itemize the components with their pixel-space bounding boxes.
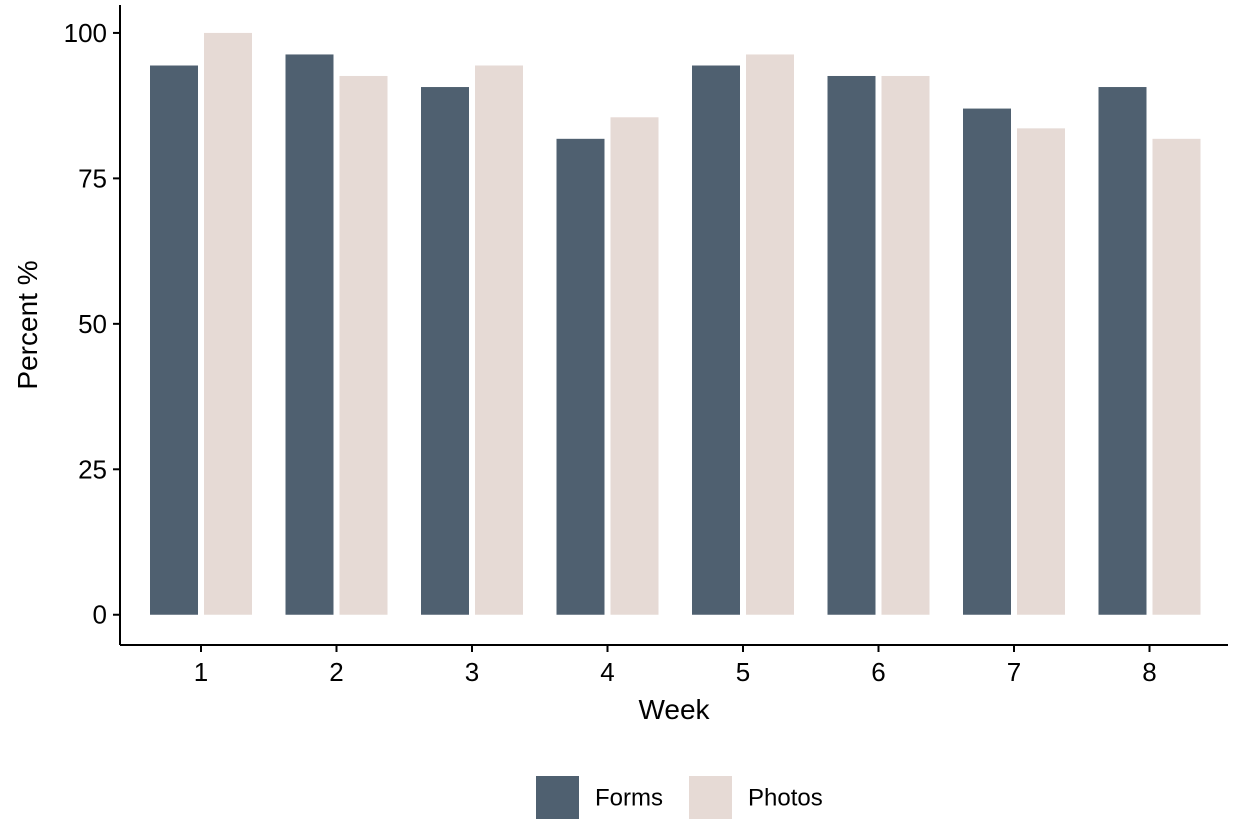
x-tick-label-4: 4 xyxy=(600,657,614,687)
x-tick-label-7: 7 xyxy=(1007,657,1021,687)
bar-photos-week-5 xyxy=(746,54,794,615)
y-tick-label-25: 25 xyxy=(78,454,107,484)
legend: Forms Photos xyxy=(536,776,823,819)
bar-photos-week-7 xyxy=(1017,128,1065,615)
x-axis-ticks: 1 2 3 4 5 6 7 8 xyxy=(194,645,1157,687)
bar-forms-week-7 xyxy=(963,108,1011,615)
y-tick-label-50: 50 xyxy=(78,309,107,339)
y-axis-ticks: 0 25 50 75 100 xyxy=(64,18,120,630)
bar-forms-week-2 xyxy=(285,54,334,615)
bar-forms-week-8 xyxy=(1098,87,1147,615)
bar-forms-week-1 xyxy=(150,65,198,615)
legend-label-photos: Photos xyxy=(748,785,823,812)
y-tick-label-100: 100 xyxy=(64,18,107,48)
legend-key-photos xyxy=(689,776,732,819)
bar-photos-week-3 xyxy=(475,65,523,615)
bar-forms-week-4 xyxy=(556,138,605,615)
bar-photos-week-6 xyxy=(881,75,930,615)
bar-photos-week-1 xyxy=(204,32,252,615)
y-axis-title: Percent % xyxy=(12,260,43,389)
x-tick-label-2: 2 xyxy=(329,657,343,687)
bars-layer xyxy=(150,32,1201,615)
bar-photos-week-2 xyxy=(339,75,388,615)
y-tick-label-75: 75 xyxy=(78,163,107,193)
bar-photos-week-4 xyxy=(610,117,659,615)
x-tick-label-1: 1 xyxy=(194,657,208,687)
bar-forms-week-5 xyxy=(692,65,740,615)
y-tick-label-0: 0 xyxy=(93,600,107,630)
bar-photos-week-8 xyxy=(1152,138,1201,615)
x-tick-label-3: 3 xyxy=(465,657,479,687)
legend-label-forms: Forms xyxy=(595,785,663,812)
x-axis-title: Week xyxy=(638,694,710,725)
x-tick-label-5: 5 xyxy=(736,657,750,687)
x-tick-label-6: 6 xyxy=(871,657,885,687)
bar-forms-week-3 xyxy=(421,87,469,615)
legend-key-forms xyxy=(536,776,579,819)
x-tick-label-8: 8 xyxy=(1142,657,1156,687)
bar-forms-week-6 xyxy=(827,75,876,615)
